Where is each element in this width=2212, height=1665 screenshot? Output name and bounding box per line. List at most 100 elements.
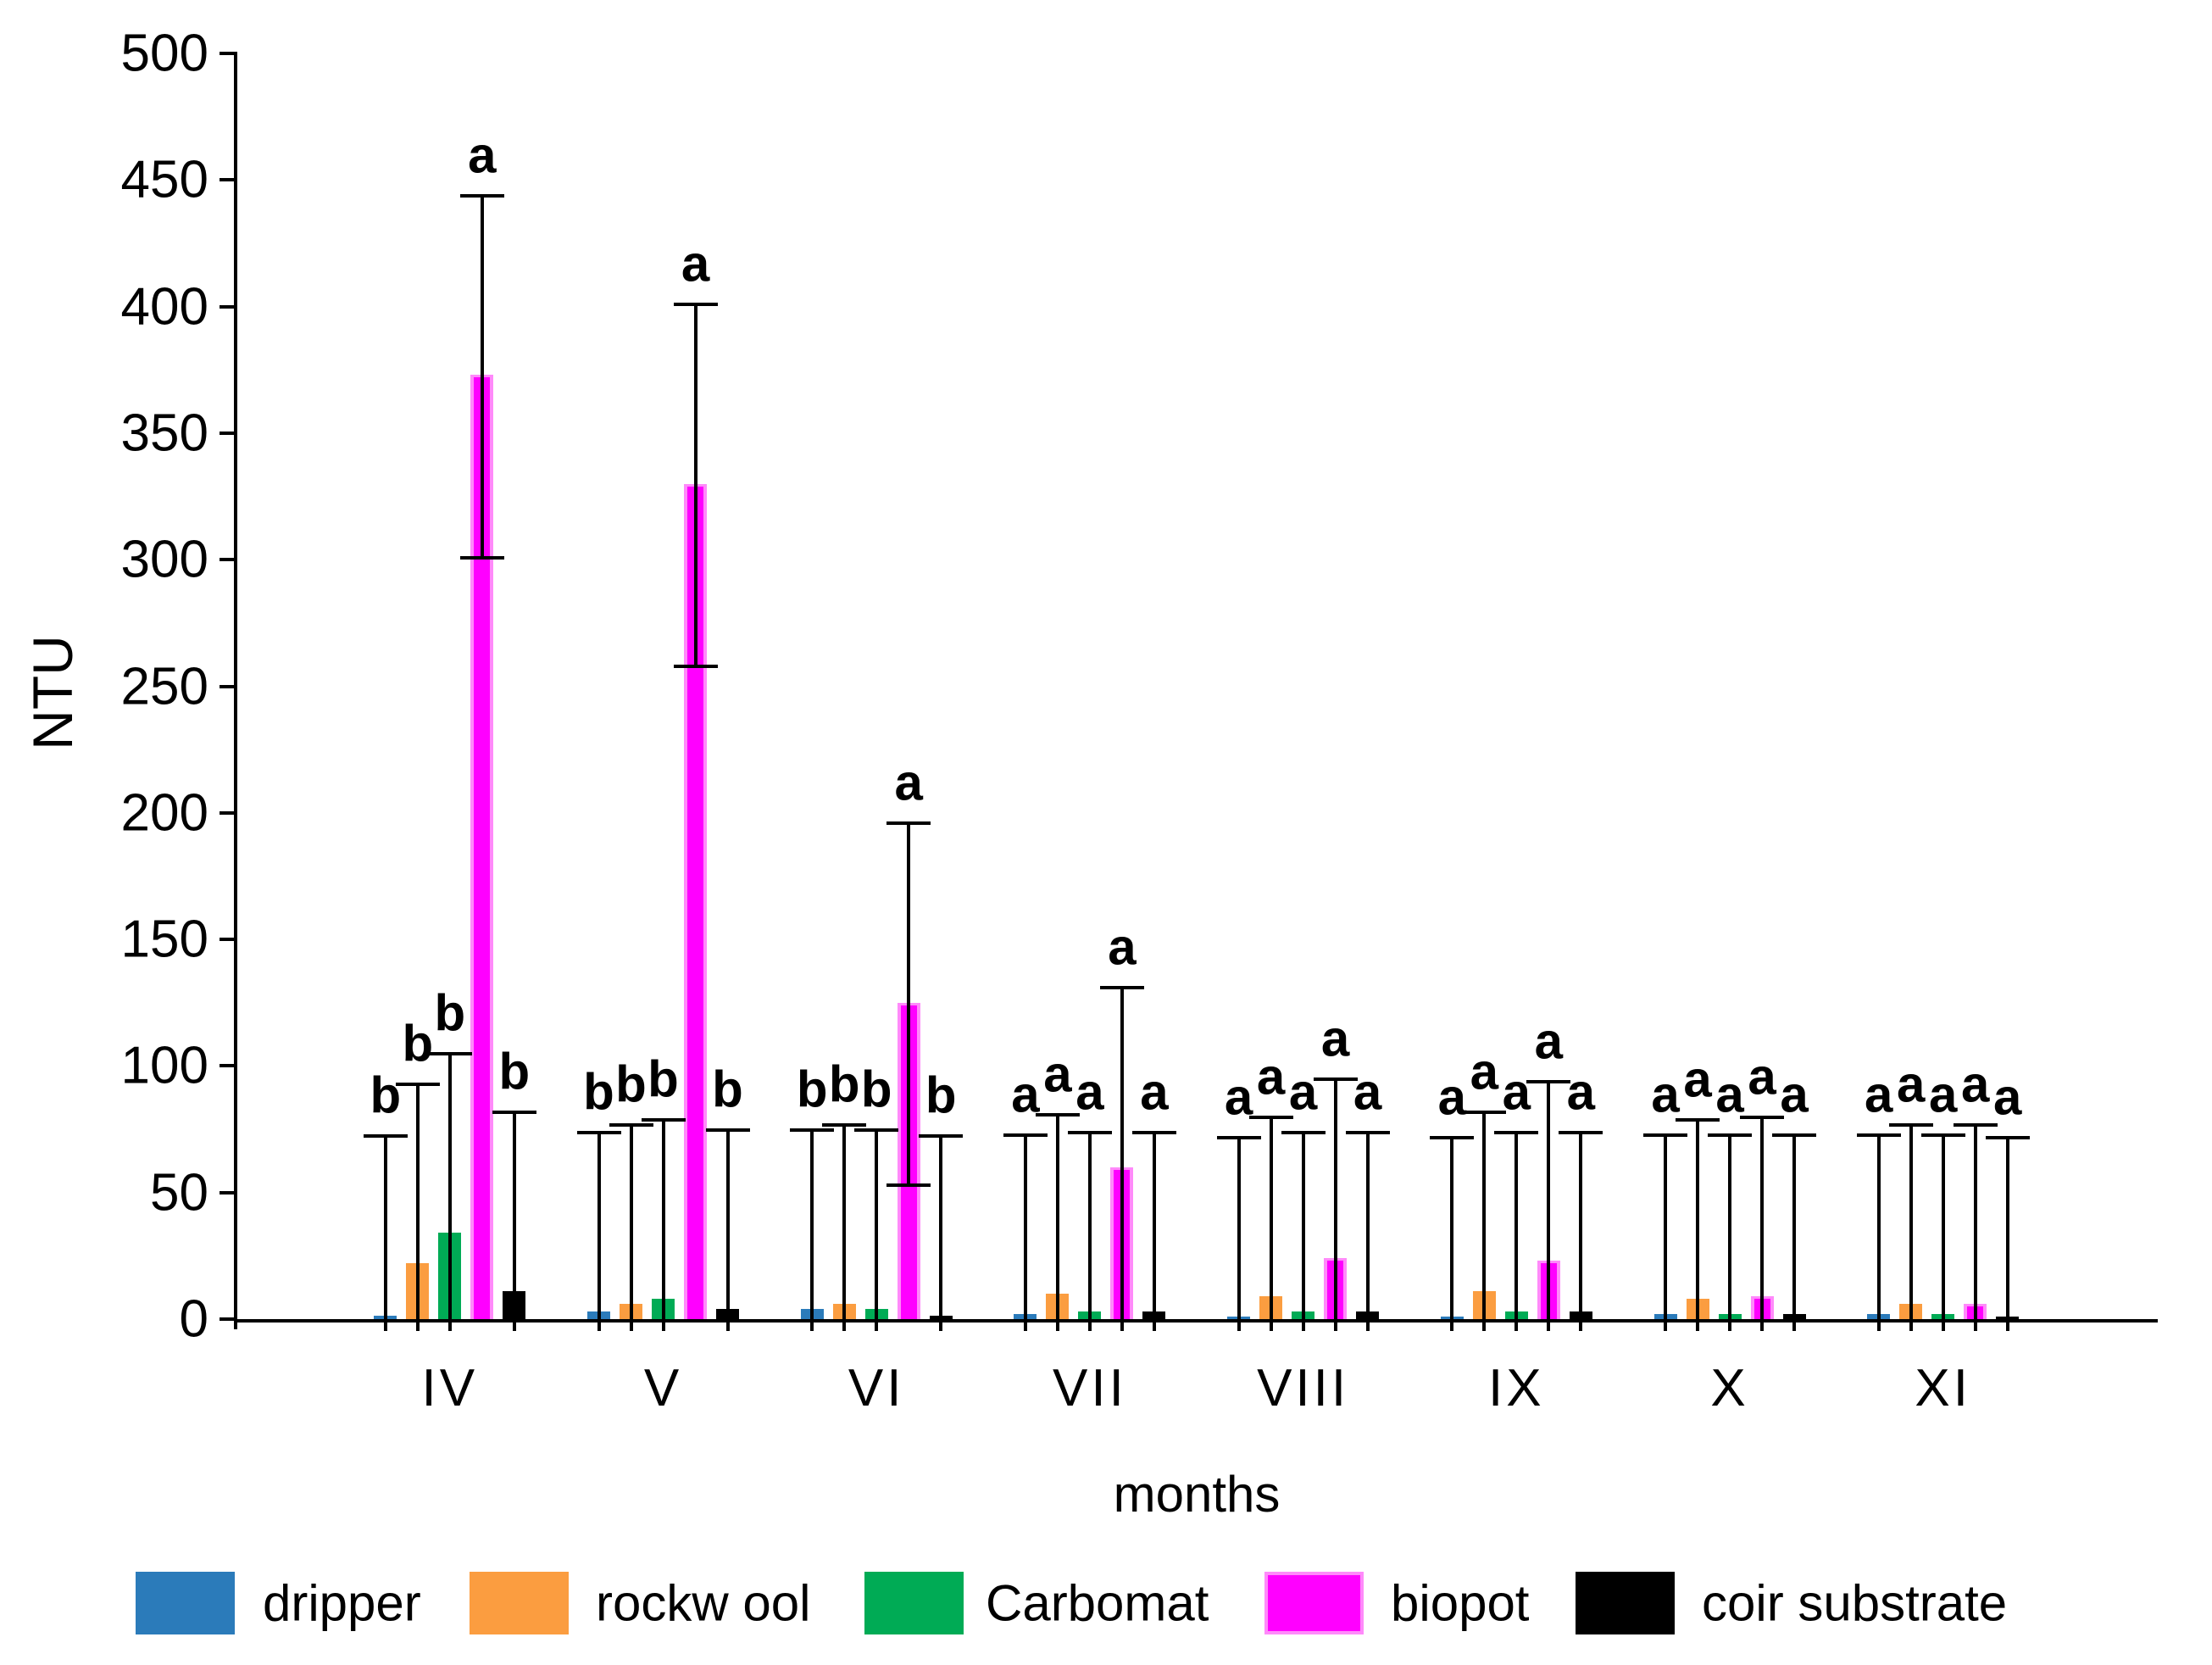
error-bar-cap-top	[673, 303, 718, 307]
significance-letter: a	[1715, 1066, 1744, 1123]
legend-label: dripper	[263, 1574, 421, 1632]
error-bar-cap-top	[854, 1128, 899, 1132]
error-bar-line	[661, 1117, 665, 1331]
y-axis-title: NTU	[21, 635, 84, 750]
error-bar-line	[1664, 1133, 1667, 1331]
significance-letter: b	[796, 1061, 828, 1118]
error-bar-cap-top	[1740, 1115, 1784, 1119]
x-axis-title: months	[1113, 1466, 1281, 1523]
error-bar-line	[447, 1051, 452, 1331]
y-tick-label: 200	[120, 783, 208, 843]
legend-label: rockw ool	[596, 1574, 811, 1632]
error-bar-line	[907, 821, 911, 1184]
error-bar-cap-top	[1003, 1133, 1048, 1137]
significance-letter: b	[647, 1050, 679, 1108]
legend-label: coir substrate	[1702, 1574, 2008, 1632]
error-bar-line	[1579, 1130, 1583, 1331]
error-bar-line	[1023, 1133, 1027, 1331]
y-tick-label: 150	[120, 910, 208, 969]
error-bar-cap-top	[1035, 1112, 1080, 1116]
error-bar-cap-top	[1462, 1110, 1507, 1114]
y-tick-mark	[220, 1190, 236, 1194]
error-bar-cap-top	[822, 1122, 867, 1127]
error-bar-cap-top	[1248, 1115, 1293, 1119]
error-bar-cap-top	[1920, 1133, 1965, 1137]
x-category-label: X	[1710, 1359, 1749, 1417]
significance-letter: b	[498, 1043, 531, 1100]
error-bar-cap-top	[1772, 1133, 1816, 1137]
significance-letter: a	[1470, 1043, 1498, 1100]
y-tick-mark	[220, 1064, 236, 1068]
y-tick-label: 400	[120, 277, 208, 337]
error-bar-cap-top	[705, 1128, 750, 1132]
error-bar-line	[1365, 1130, 1370, 1331]
error-bar-cap-top	[1559, 1130, 1603, 1134]
error-bar-cap-top	[1953, 1122, 1998, 1127]
error-bar-cap-top	[1643, 1133, 1687, 1137]
error-bar-line	[1152, 1130, 1156, 1331]
error-bar-line	[415, 1082, 420, 1331]
error-bar-line	[512, 1110, 516, 1331]
significance-letter: a	[1897, 1055, 1926, 1113]
error-bar-line	[480, 193, 484, 556]
significance-letter: b	[860, 1061, 892, 1118]
error-bar-line	[725, 1128, 730, 1331]
error-bar-line	[1333, 1077, 1337, 1331]
significance-letter: a	[1502, 1063, 1531, 1121]
x-category-label: VIII	[1257, 1359, 1350, 1417]
significance-letter: a	[1683, 1050, 1712, 1108]
error-bar-cap-top	[886, 821, 931, 826]
error-bar-line	[1973, 1122, 1977, 1331]
significance-letter: b	[925, 1066, 957, 1124]
error-bar-line	[1728, 1133, 1731, 1331]
error-bar-line	[842, 1122, 847, 1331]
significance-letter: a	[1011, 1066, 1040, 1123]
error-bar-line	[1237, 1135, 1241, 1331]
error-bar-cap-top	[1888, 1122, 1933, 1127]
error-bar-line	[1450, 1135, 1454, 1331]
y-tick-mark	[220, 558, 236, 562]
significance-letter: a	[1140, 1063, 1169, 1121]
significance-letter: a	[1108, 918, 1137, 976]
significance-letter: a	[1288, 1063, 1318, 1121]
error-bar-line	[1120, 986, 1124, 1331]
significance-letter: a	[1865, 1066, 1893, 1123]
legend-swatch	[470, 1572, 569, 1634]
y-tick-mark	[220, 52, 236, 55]
significance-letter: b	[828, 1055, 860, 1113]
error-bar-cap-top	[427, 1051, 472, 1055]
error-bar-cap-top	[363, 1134, 408, 1139]
error-bar-line	[1696, 1117, 1699, 1331]
y-tick-label: 450	[120, 150, 208, 209]
error-bar-line	[693, 303, 698, 665]
significance-letter: a	[1566, 1063, 1595, 1121]
error-bar-cap-top	[919, 1134, 964, 1139]
y-tick-label: 250	[120, 657, 208, 716]
error-bar-cap-top	[576, 1130, 621, 1134]
significance-letter: b	[402, 1015, 434, 1072]
error-bar-line	[629, 1122, 633, 1331]
x-category-label: VII	[1052, 1359, 1127, 1417]
error-bar-cap-bottom	[673, 665, 718, 669]
y-tick-mark	[220, 304, 236, 309]
error-bar-cap-top	[1345, 1130, 1390, 1134]
error-bar-cap-top	[1099, 986, 1144, 990]
error-bar-line	[597, 1130, 601, 1331]
significance-letter: a	[1961, 1055, 1990, 1113]
significance-letter: a	[1437, 1068, 1466, 1125]
error-bar-cap-top	[1131, 1130, 1176, 1134]
error-bar-cap-bottom	[459, 555, 504, 560]
x-category-label: V	[643, 1359, 683, 1417]
x-category-label: VI	[848, 1359, 905, 1417]
error-bar-cap-top	[1708, 1133, 1752, 1137]
error-bar-line	[1514, 1130, 1519, 1331]
error-bar-line	[939, 1134, 943, 1331]
error-bar-cap-top	[1281, 1130, 1326, 1134]
significance-letter: a	[1929, 1066, 1958, 1123]
significance-letter: a	[1993, 1068, 2022, 1125]
y-axis-line	[234, 52, 237, 1329]
error-bar-cap-top	[790, 1128, 835, 1132]
significance-letter: b	[712, 1061, 743, 1118]
error-bar-line	[1547, 1079, 1551, 1331]
x-category-label: IX	[1488, 1359, 1545, 1417]
